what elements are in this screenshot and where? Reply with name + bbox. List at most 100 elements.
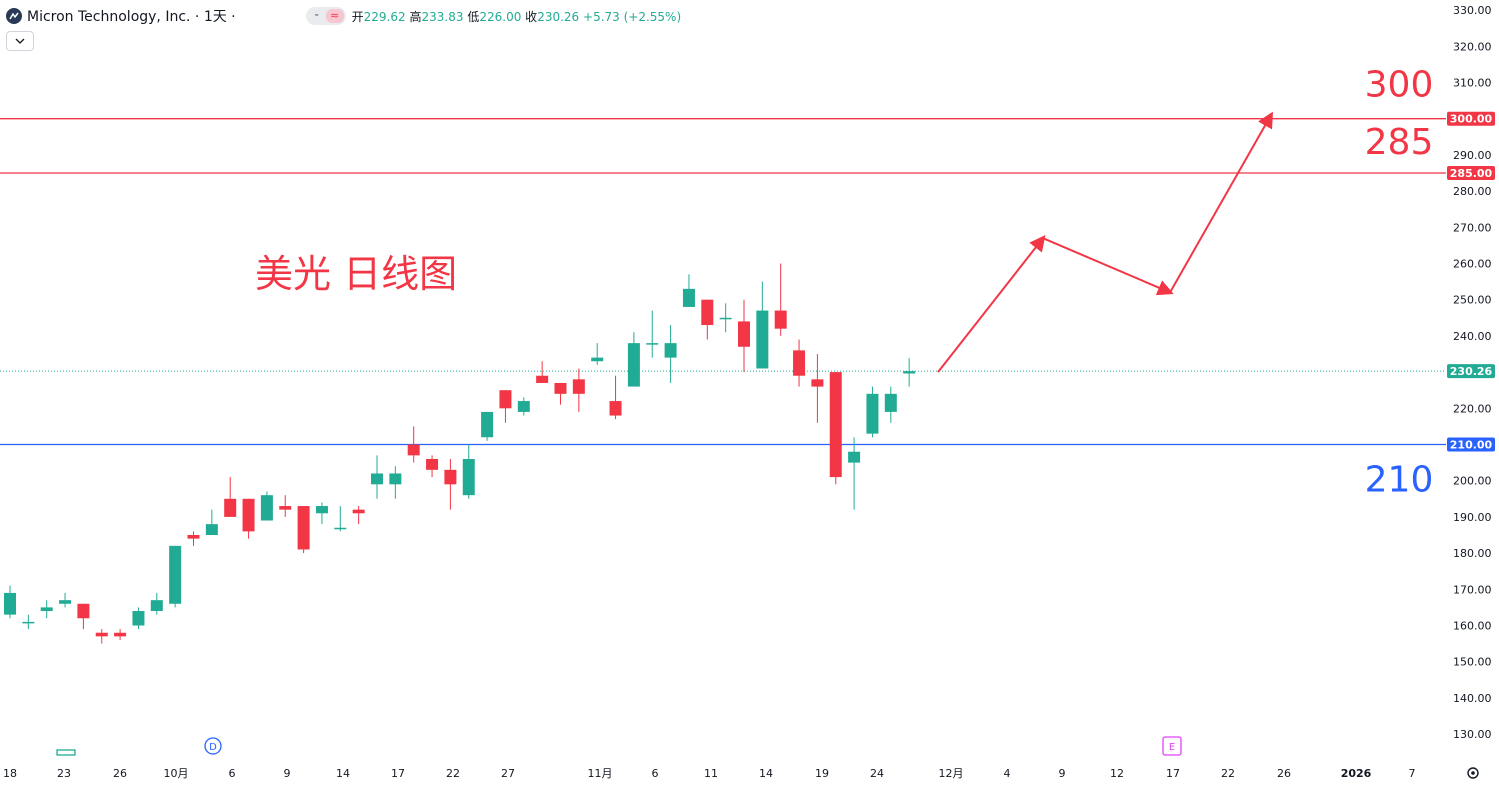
symbol-title[interactable]: Micron Technology, Inc. · 1天 · [27,9,236,25]
candle-body [297,506,310,550]
y-tick-label: 330.00 [1453,4,1492,17]
earnings-marker [1162,736,1182,756]
candle-body [40,607,53,612]
open-label: 开 [351,9,364,24]
x-tick-label: 11月 [588,767,613,780]
settings-gear-icon[interactable] [1467,767,1479,779]
x-tick-label: 9 [1059,767,1066,780]
x-tick-label: 23 [57,767,71,780]
candle-body [407,444,420,456]
candle-body [187,535,200,539]
candle-body [279,506,292,510]
x-tick-label: 26 [113,767,127,780]
candle-body [719,317,732,320]
level-price-label: 300.00 [1450,113,1493,126]
close-label: 收 [525,9,538,24]
x-tick-label: 4 [1004,767,1011,780]
indicator-pill[interactable]: ⁃ ≈ [305,7,346,25]
x-tick-label: 26 [1277,767,1291,780]
ohlc-values: 开229.62 高233.83 低226.00 收230.26 +5.73 (+… [352,8,682,25]
x-tick-label: 7 [1409,767,1416,780]
earnings-marker-label: E [1169,742,1175,753]
dividend-marker [204,737,222,755]
x-tick-label: 12 [1110,767,1124,780]
candle-body [444,469,457,485]
candle-body [481,411,494,438]
candle-body [150,600,163,612]
candle-body [22,621,35,624]
y-tick-label: 250.00 [1453,294,1492,307]
last-price-label: 230.26 [1450,365,1493,378]
x-tick-label: 17 [1166,767,1180,780]
pill-minus-icon[interactable]: ⁃ [313,9,320,22]
micron-logo-icon [6,8,22,24]
candle-body [95,632,108,637]
y-tick-label: 130.00 [1453,728,1492,741]
collapse-legend-button[interactable] [6,31,34,51]
candle-body [756,310,769,369]
candle-body [701,299,714,326]
x-tick-label: 19 [815,767,829,780]
split-marker [56,749,76,756]
candle-body [793,350,806,376]
x-tick-label: 14 [759,767,773,780]
x-tick-label: 22 [1221,767,1235,780]
chevron-down-icon [15,38,25,44]
last-price-tag [1447,364,1495,379]
x-tick-label: 14 [336,767,350,780]
candle-body [371,473,383,485]
chart-header: Micron Technology, Inc. · 1天 · ⁃ ≈ 开229.… [6,5,681,27]
candle-body [426,458,439,470]
candle-body [260,495,273,521]
y-tick-label: 160.00 [1453,620,1492,633]
x-tick-label: 27 [501,767,515,780]
level-big-label: 210 [1365,460,1434,501]
candle-body [664,343,677,358]
x-tick-label: 18 [3,767,17,780]
candle-body [315,506,328,514]
price-axis [1446,0,1499,785]
candle-body [811,379,824,387]
x-tick-label: 12月 [939,767,964,780]
low-label: 低 [467,9,480,24]
candle-body [591,357,604,362]
candle-body [389,473,402,485]
x-tick-label: 22 [446,767,460,780]
candle-body [462,458,475,496]
candle-body [114,632,127,637]
candle-body [609,401,622,416]
high-value: 233.83 [421,9,464,24]
candle-body [4,592,16,615]
y-tick-label: 310.00 [1453,77,1492,90]
candle-body [627,343,640,387]
candle-body [682,288,695,307]
x-tick-label: 11 [704,767,718,780]
y-tick-label: 280.00 [1453,185,1492,198]
candle-body [554,382,567,394]
high-label: 高 [409,9,422,24]
pill-wave-icon[interactable]: ≈ [325,9,344,23]
candle-body [132,611,145,626]
level-price-tag [1447,111,1495,126]
candle-body [536,375,549,383]
candle-body [517,401,530,412]
chart-annotation: 美光 日线图 [255,252,457,296]
candle-body [77,603,90,619]
projection-arrow-2 [1042,237,1174,296]
level-price-tag [1447,166,1495,180]
candle-body [646,343,659,345]
dividend-marker-label: D [209,742,217,753]
low-value: 226.00 [479,9,522,24]
candle-body [884,393,897,412]
y-tick-label: 190.00 [1453,511,1492,524]
candle-body [903,371,916,374]
y-tick-label: 290.00 [1453,149,1492,162]
candle-body [242,498,255,532]
candle-body [774,310,787,329]
candle-body [499,390,512,409]
x-tick-label: 24 [870,767,884,780]
candle-body [224,498,237,517]
projection-arrow-1 [937,235,1046,373]
level-big-label: 300 [1365,65,1434,106]
